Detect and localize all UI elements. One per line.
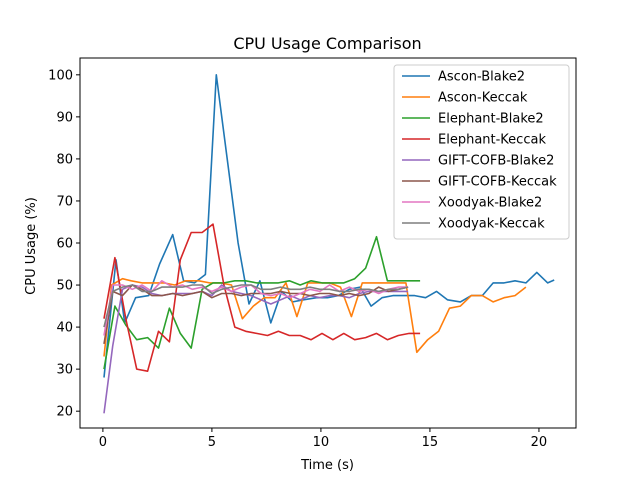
x-tick-label: 15 <box>422 435 439 450</box>
series-line-6 <box>103 279 409 336</box>
series-line-0 <box>103 74 555 378</box>
legend-label-1: Ascon-Keccak <box>438 91 528 106</box>
legend-label-7: Xoodyak-Keccak <box>438 217 545 232</box>
series-line-5 <box>103 284 409 345</box>
series-line-2 <box>103 235 421 370</box>
y-tick-label: 20 <box>56 405 73 420</box>
x-tick-label: 5 <box>208 435 216 450</box>
y-axis-label: CPU Usage (%) <box>24 197 39 295</box>
y-tick-label: 90 <box>56 110 73 125</box>
legend-label-2: Elephant-Blake2 <box>438 112 544 127</box>
legend-label-5: GIFT-COFB-Keccak <box>438 175 557 190</box>
chart-title: CPU Usage Comparison <box>233 34 421 53</box>
series-line-3 <box>103 223 421 373</box>
x-axis-ticks: 0 5 10 15 20 <box>99 428 547 450</box>
series-line-7 <box>103 284 409 328</box>
x-tick-label: 20 <box>531 435 548 450</box>
legend-label-6: Xoodyak-Blake2 <box>438 196 542 211</box>
y-tick-label: 100 <box>48 68 73 83</box>
y-tick-label: 30 <box>56 363 73 378</box>
legend: Ascon-Blake2 Ascon-Keccak Elephant-Blake2 E… <box>393 64 570 240</box>
legend-box <box>393 64 570 240</box>
y-tick-label: 70 <box>56 194 73 209</box>
x-tick-label: 0 <box>99 435 107 450</box>
x-axis-label: Time (s) <box>300 458 354 473</box>
series-line-4 <box>103 284 409 414</box>
y-tick-label: 40 <box>56 321 73 336</box>
y-axis-ticks: 20 30 40 50 60 70 80 90 100 <box>48 68 80 420</box>
legend-label-4: GIFT-COFB-Blake2 <box>438 154 554 169</box>
y-tick-label: 80 <box>56 152 73 167</box>
y-tick-label: 60 <box>56 237 73 252</box>
x-tick-label: 10 <box>313 435 330 450</box>
legend-label-3: Elephant-Keccak <box>438 133 546 148</box>
y-tick-label: 50 <box>56 279 73 294</box>
plot-lines <box>103 74 555 414</box>
legend-label-0: Ascon-Blake2 <box>438 70 525 85</box>
series-line-1 <box>103 277 527 357</box>
